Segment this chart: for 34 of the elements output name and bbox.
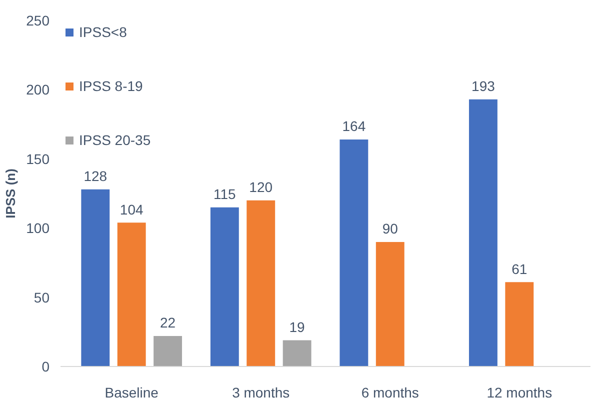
legend-label: IPSS 20-35 [79, 132, 151, 148]
data-label: 193 [472, 78, 496, 94]
data-label: 104 [120, 201, 144, 218]
y-tick-label: 50 [34, 289, 50, 306]
x-tick-label: 12 months [486, 384, 552, 400]
data-label: 22 [160, 314, 176, 331]
bar [117, 222, 146, 366]
data-label: 128 [84, 168, 108, 184]
bar [505, 282, 534, 366]
y-tick-label: 0 [42, 358, 50, 374]
bar [468, 99, 498, 366]
x-tick-label: Baseline [104, 384, 159, 400]
bar [246, 200, 276, 366]
legend-label: IPSS<8 [79, 24, 127, 40]
y-tick-label: 100 [26, 220, 50, 236]
y-tick-label: 200 [26, 82, 50, 98]
x-tick-label: 3 months [232, 384, 290, 400]
bar [282, 340, 312, 366]
data-label: 19 [289, 318, 306, 335]
data-label: 90 [382, 220, 398, 237]
bar [340, 140, 368, 366]
y-tick-label: 150 [26, 150, 50, 167]
x-tick-label: 6 months [361, 384, 419, 400]
bar [154, 336, 182, 366]
bar [376, 242, 404, 366]
legend-label: IPSS 8-19 [79, 78, 143, 94]
data-label: 61 [512, 260, 528, 277]
bar [210, 207, 239, 366]
bar [81, 189, 110, 366]
y-axis-title: IPSS (n) [3, 168, 18, 218]
data-label: 164 [342, 118, 366, 134]
data-label: 120 [249, 179, 273, 196]
data-label: 115 [214, 186, 236, 202]
y-tick-label: 250 [26, 12, 50, 28]
